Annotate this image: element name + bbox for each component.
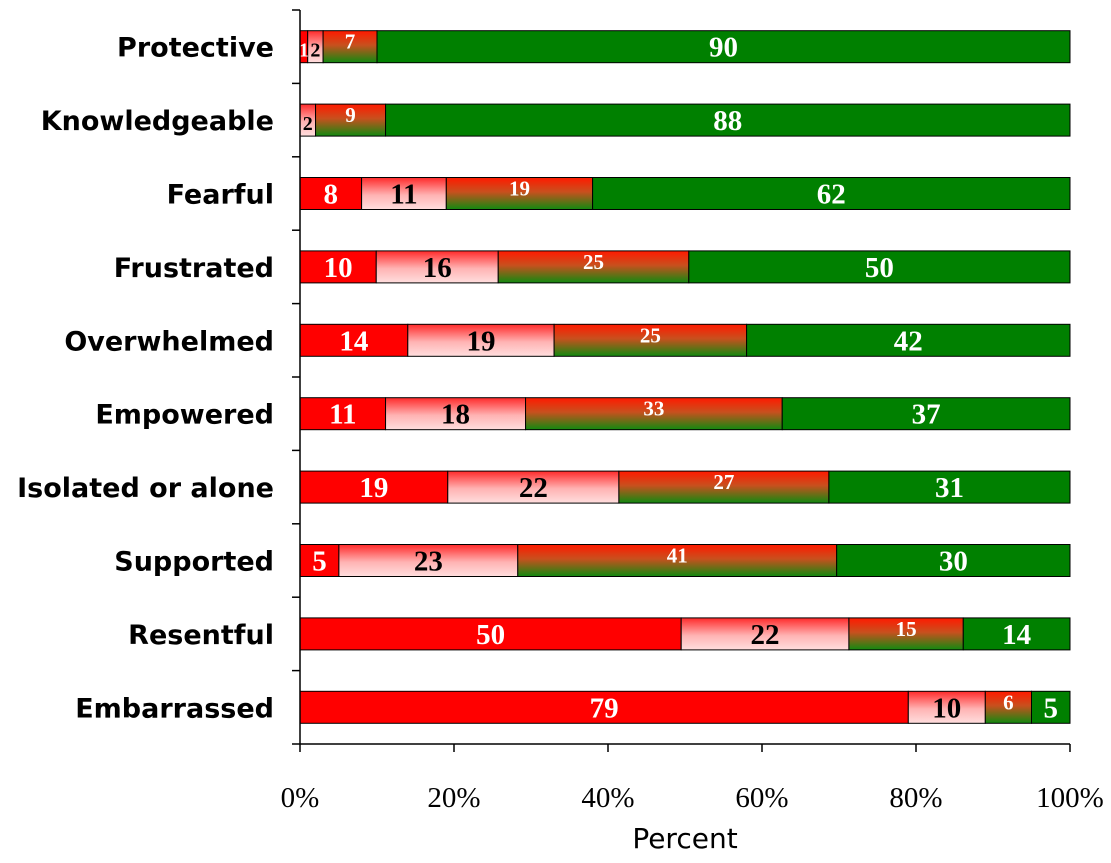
data-label: 30 [939,546,968,578]
bar-segment [848,617,964,651]
data-label: 62 [817,179,846,211]
bar-segment [618,470,830,504]
data-label: 2 [310,40,320,62]
bar-segment [525,397,783,431]
bar-segment [828,470,1071,504]
bar-segment [907,690,986,724]
data-label: 19 [509,177,530,201]
x-tick-label: 20% [427,782,480,814]
category-label: Resentful [128,620,274,651]
data-label: 10 [324,252,353,284]
bar-segment [299,544,340,577]
bar-segment [592,177,1071,210]
data-label: 15 [896,617,917,641]
data-label: 23 [414,546,443,578]
data-label: 5 [1044,692,1059,724]
x-tick-label: 0% [281,782,320,814]
x-tick-label: 100% [1036,782,1104,814]
bar-segment [688,250,1071,284]
bar-segment [1031,690,1071,724]
data-label: 22 [751,619,780,651]
bar-segment [445,177,594,210]
data-label: 14 [1002,619,1031,651]
data-label: 6 [1003,690,1014,714]
bar-segment [315,103,387,137]
category-label: Frustrated [114,253,274,284]
bar-segment [407,323,555,357]
data-label: 33 [643,397,664,421]
category-label: Supported [114,547,274,578]
data-label: 11 [329,399,356,431]
data-label: 19 [466,325,495,357]
data-label: 7 [345,30,356,54]
x-tick-label: 60% [735,782,788,814]
data-label: 50 [865,252,894,284]
data-label: 27 [713,470,734,494]
data-label: 2 [303,113,313,135]
x-tick-label: 40% [581,782,634,814]
bar-segment [376,30,1071,64]
data-label: 88 [713,105,742,137]
bar-segment [299,397,387,431]
bar-segment [746,323,1071,357]
data-label: 41 [667,544,688,568]
category-label: Empowered [95,400,274,431]
data-label: 9 [345,103,356,127]
bar-segment [447,470,620,504]
category-label: Protective [117,33,274,64]
bar-segment [517,544,838,577]
data-label: 1 [299,40,309,62]
category-label: Embarrassed [75,693,274,724]
data-label: 16 [423,252,452,284]
bar-segment [781,397,1071,431]
bar-segment [553,323,748,357]
data-label: 5 [312,546,327,578]
bar-segment [299,470,449,504]
data-label: 11 [390,179,417,211]
bar-segment [299,177,363,210]
bars-layer [299,30,1071,724]
data-label: 79 [590,692,619,724]
data-label: 25 [583,250,604,274]
bar-segment [680,617,850,651]
bar-segment [497,250,690,284]
bar-segment [962,617,1071,651]
data-label: 10 [932,692,961,724]
data-label: 90 [709,32,738,64]
data-label: 14 [339,325,368,357]
bar-segment [375,250,499,284]
category-label: Fearful [167,180,274,211]
bar-segment [361,177,447,210]
data-label: 25 [640,323,661,347]
data-label: 22 [519,472,548,504]
bar-segment [385,103,1071,137]
category-label: Overwhelmed [64,326,274,357]
data-label: 18 [441,399,470,431]
bar-segment [385,397,527,431]
category-label: Isolated or alone [17,473,274,504]
data-label: 19 [359,472,388,504]
data-label: 42 [894,325,923,357]
data-label: 31 [935,472,964,504]
category-label: Knowledgeable [41,106,274,137]
bar-segment [836,544,1071,577]
axes: Protective Knowledgeable Fearful Frustrated… [17,9,1104,814]
data-label: 8 [324,179,339,211]
data-label: 50 [476,619,505,651]
x-axis-title: Percent [632,822,737,855]
x-tick-label: 80% [889,782,942,814]
bar-segment [322,30,378,64]
data-label: 37 [912,399,941,431]
